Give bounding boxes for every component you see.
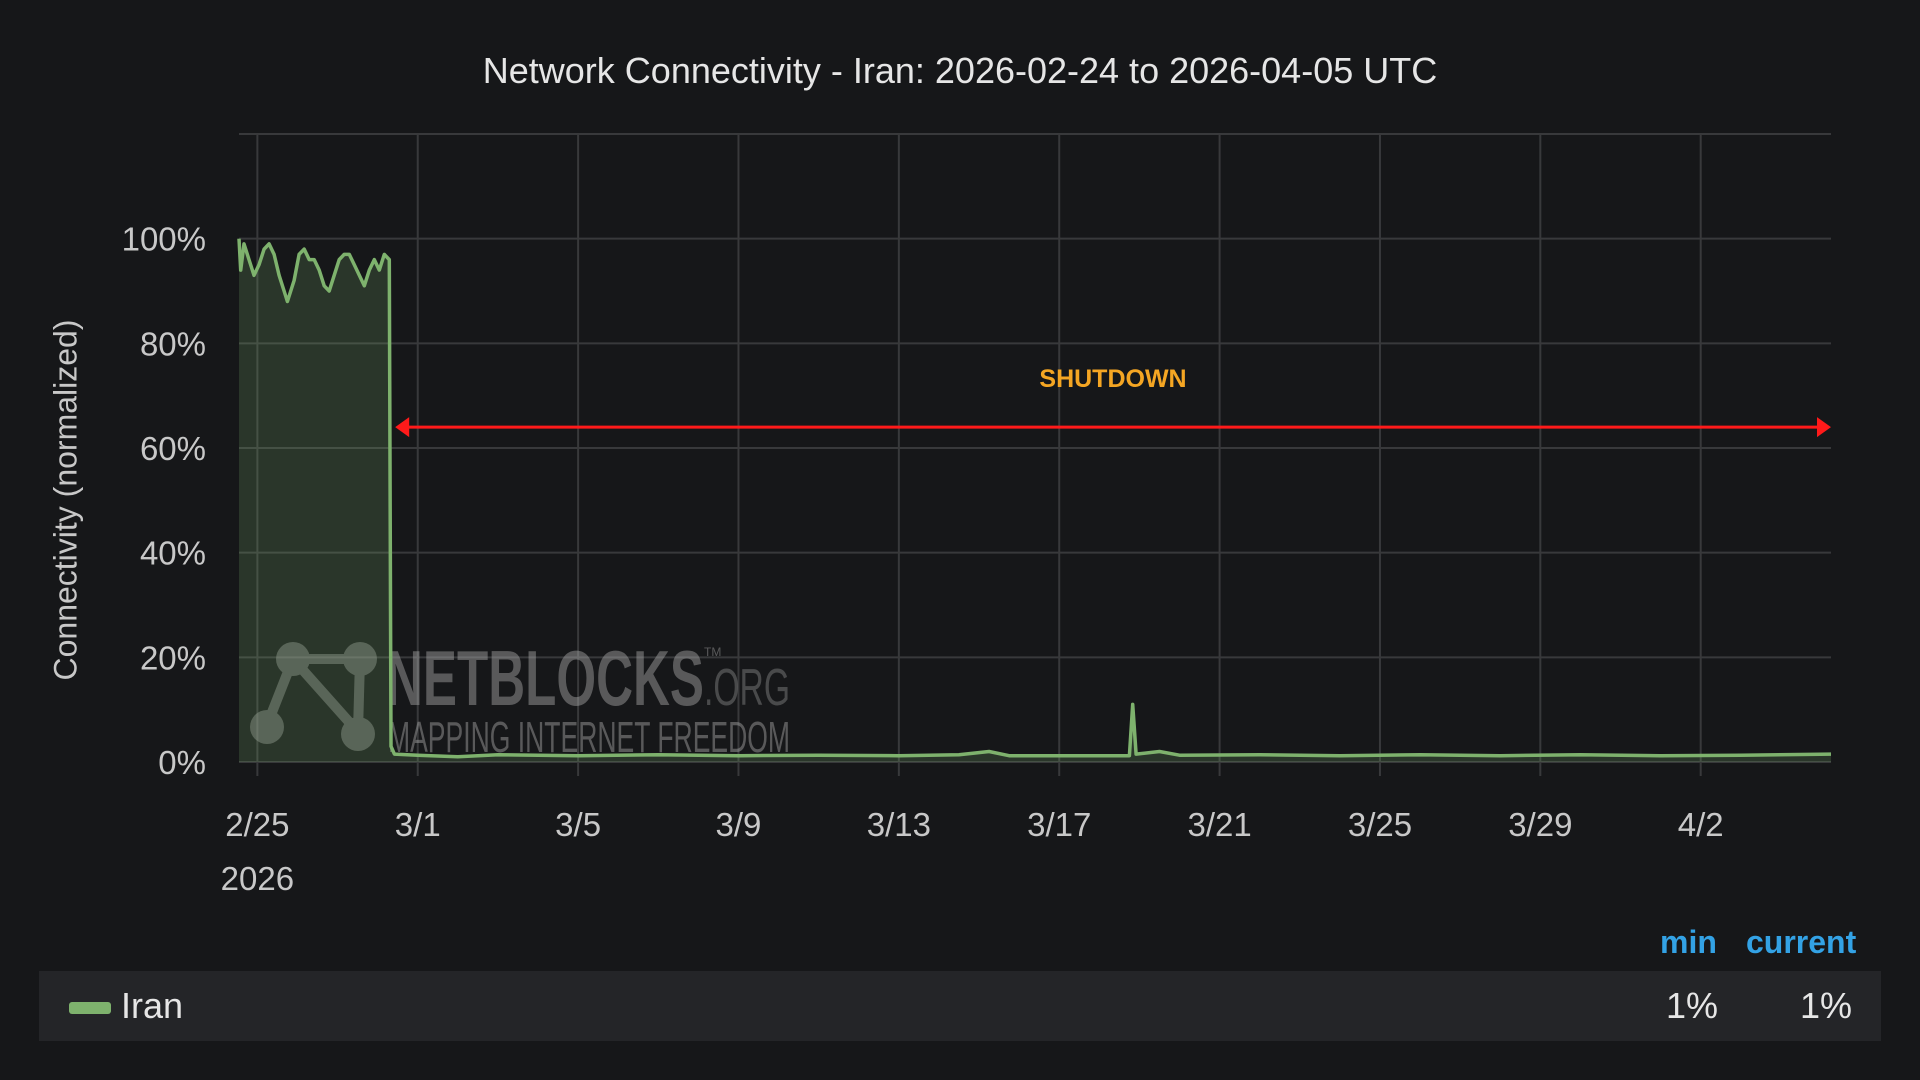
legend-min-value: 1%	[1666, 985, 1719, 1026]
netblocks-logo-icon	[250, 642, 377, 751]
shutdown-annotation: SHUTDOWN	[395, 365, 1831, 438]
legend-header-current[interactable]: current	[1746, 924, 1857, 960]
x-year-label: 2026	[221, 860, 294, 897]
x-tick-label: 3/29	[1508, 806, 1572, 843]
y-tick-label: 40%	[140, 535, 206, 572]
chart-canvas: NETBLOCKS .ORG TM MAPPING INTERNET FREED…	[122, 133, 1832, 897]
x-tick-label: 3/9	[716, 806, 762, 843]
series-line-iran	[237, 238, 1832, 759]
legend-series-name[interactable]: Iran	[121, 985, 184, 1026]
x-tick-label: 3/17	[1027, 806, 1091, 843]
shutdown-label: SHUTDOWN	[1039, 365, 1186, 393]
x-tick-label: 3/1	[395, 806, 441, 843]
series-color-swatch	[69, 1002, 111, 1014]
legend-current-value: 1%	[1800, 985, 1853, 1026]
legend-header-min[interactable]: min	[1660, 924, 1717, 960]
arrow-right-icon	[1817, 417, 1831, 438]
y-tick-label: 100%	[122, 221, 206, 258]
watermark-suffix: .ORG	[704, 659, 790, 717]
chart-title: Network Connectivity - Iran: 2026-02-24 …	[482, 50, 1438, 91]
arrow-left-icon	[395, 417, 410, 438]
axes: 2/25 3/1 3/5 3/9 3/13 3/17 3/21 3/25 3/29 4/2 2026…	[122, 221, 1724, 897]
x-tick-label: 4/2	[1678, 806, 1724, 843]
y-tick-label: 20%	[140, 639, 206, 676]
watermark-brand: NETBLOCKS	[386, 634, 704, 722]
series-layer	[237, 238, 1832, 762]
y-tick-label: 60%	[140, 430, 206, 467]
y-tick-label: 0%	[158, 744, 206, 781]
x-tick-label: 3/21	[1187, 806, 1251, 843]
grid	[239, 133, 1831, 776]
legend-row[interactable]: Iran 1% 1%	[39, 971, 1881, 1041]
x-tick-label: 2/25	[225, 806, 289, 843]
x-tick-label: 3/13	[867, 806, 931, 843]
watermark-tm: TM	[704, 645, 721, 659]
x-tick-label: 3/5	[555, 806, 601, 843]
x-tick-label: 3/25	[1348, 806, 1412, 843]
y-tick-label: 80%	[140, 325, 206, 362]
